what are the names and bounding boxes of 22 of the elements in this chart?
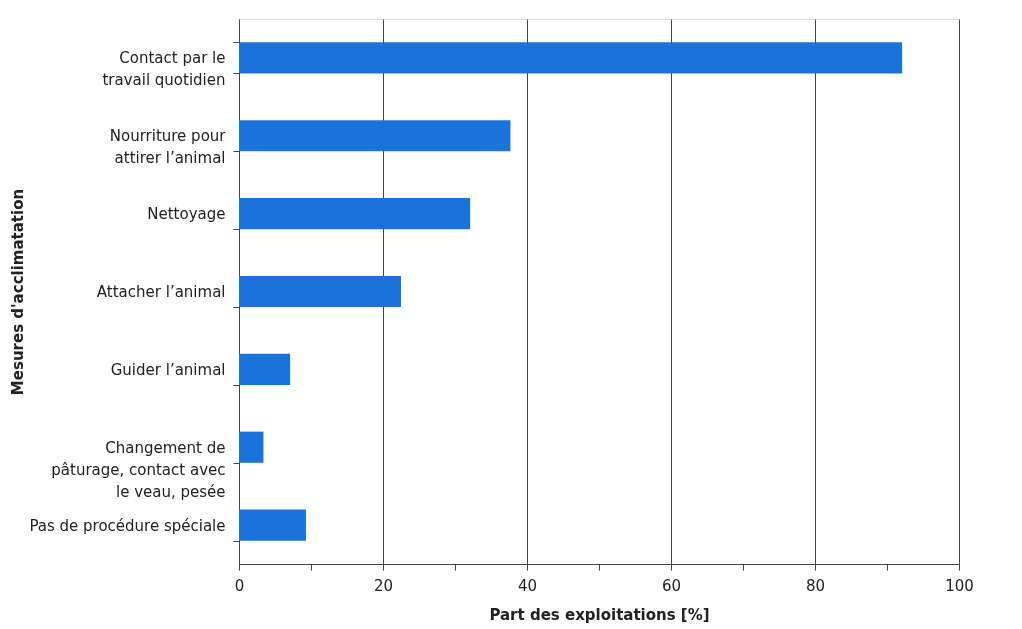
y-tick-label: Nourriture pour attirer l’animal [109,127,227,168]
x-tick-label: 80 [805,576,826,595]
bar [239,275,401,308]
y-tick-label: Nettoyage [147,205,226,224]
x-tick-label: 0 [234,576,245,595]
x-tick-label: 40 [517,576,538,595]
x-tick-label: 60 [661,576,682,595]
y-axis-title: Mesures d'acclimatation [8,188,27,396]
bar [239,42,903,74]
x-tick-label: 20 [373,576,394,595]
bar [239,509,306,541]
bar [239,198,471,230]
y-tick-label: Contact par le travail quotidien [102,49,226,90]
x-tick-label: 100 [945,576,974,595]
bar [239,353,291,385]
x-axis-title: Part des exploitations [%] [489,605,710,624]
y-tick-label: Guider l’animal [110,360,226,379]
y-tick-label: Attacher l’animal [96,283,226,301]
y-tick-label: Pas de procédure spéciale [29,516,226,535]
bar [239,120,511,152]
bar [239,431,264,463]
y-tick-label: Changement de pâturage, contact avec le veau, pesée [51,438,226,501]
